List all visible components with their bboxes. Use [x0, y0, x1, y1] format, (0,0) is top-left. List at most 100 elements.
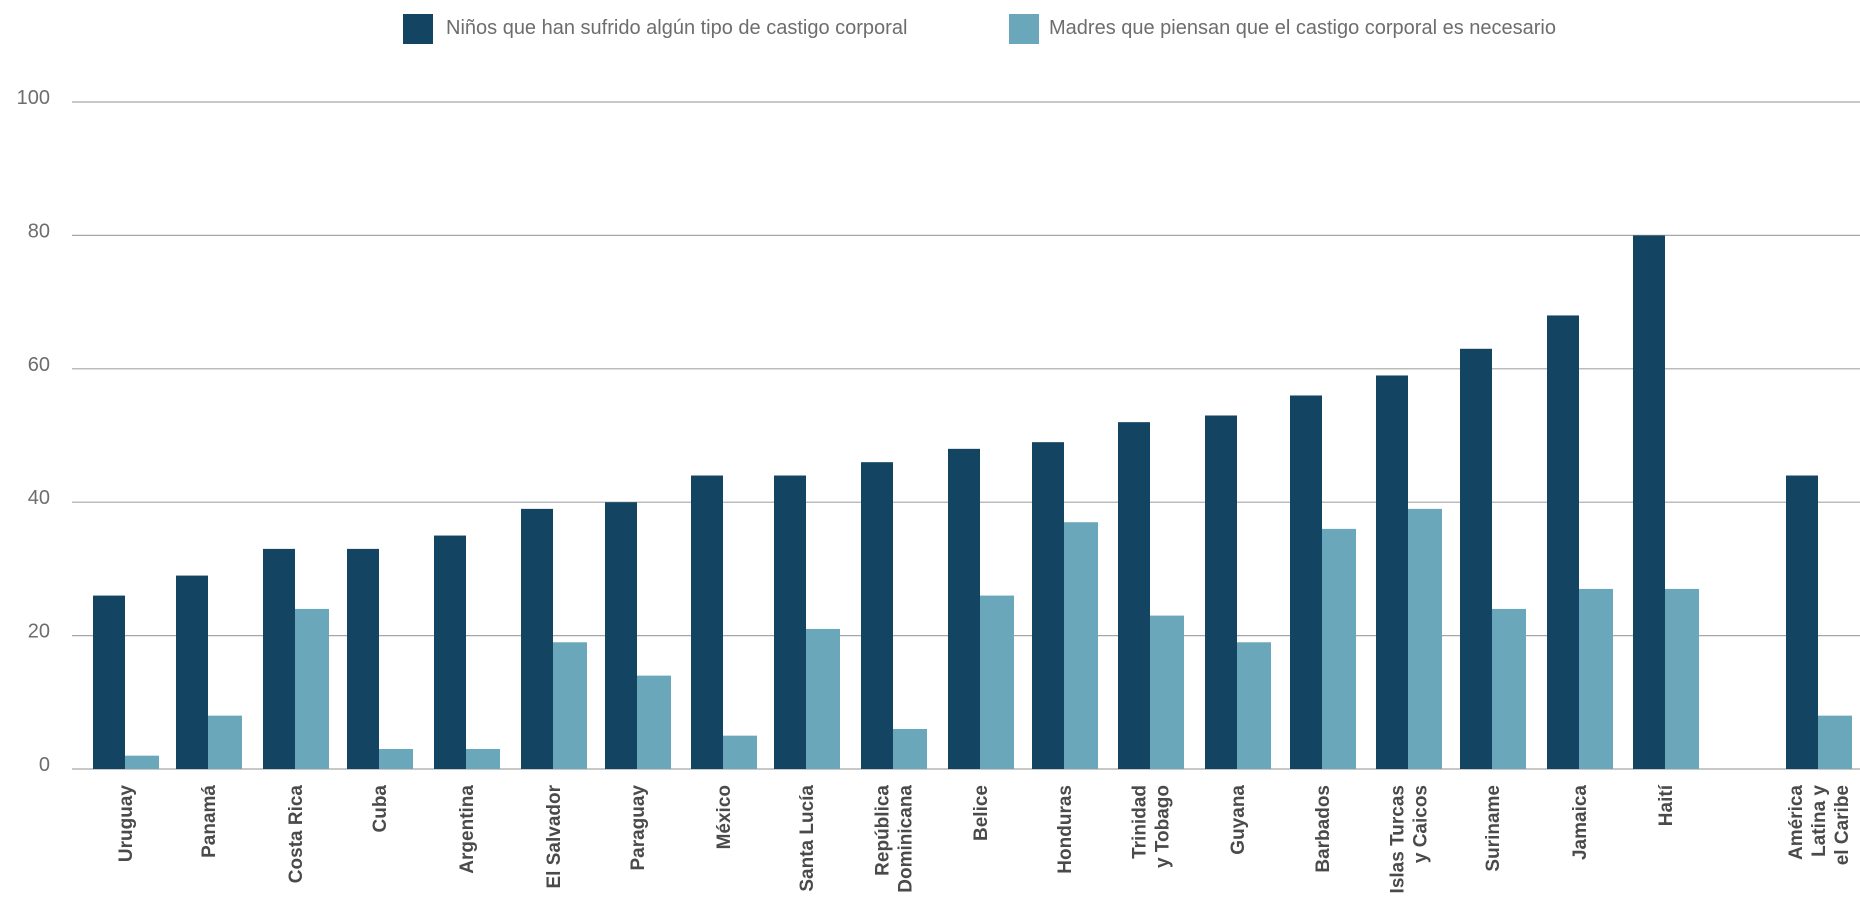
x-tick-label-line: Latina y [1809, 785, 1830, 857]
x-tick-label: Jamaica [1570, 785, 1591, 860]
x-tick-label: Barbados [1313, 785, 1334, 873]
x-axis-ticks: Uruguay Panamá Costa Rica Cuba Argentina El S… [116, 784, 1853, 893]
x-tick-label-line: Trinidad [1130, 785, 1151, 859]
y-tick-label: 20 [28, 621, 50, 643]
x-tick-label-line: Guyana [1228, 785, 1249, 855]
legend-item-ninos: Niños que han sufrido algún tipo de cast… [403, 14, 907, 44]
x-tick-label-line: y Caicos [1411, 785, 1432, 863]
bar-ninos [1032, 442, 1064, 769]
x-tick-label-line: Haití [1656, 784, 1677, 826]
x-tick-label: República Dominicana [873, 785, 917, 893]
bar-ninos [1547, 315, 1579, 769]
bar-ninos [605, 502, 637, 769]
legend-item-madres: Madres que piensan que el castigo corpor… [1009, 14, 1556, 44]
bar-ninos [1460, 348, 1492, 769]
x-tick-label: Uruguay [116, 785, 137, 863]
legend-swatch-madres [1009, 14, 1039, 44]
bar-madres [295, 608, 329, 769]
legend: Niños que han sufrido algún tipo de cast… [403, 14, 1556, 44]
bar-madres [1818, 715, 1852, 769]
x-tick-label-line: Cuba [370, 785, 391, 833]
x-tick-label-line: Barbados [1313, 785, 1334, 873]
x-tick-label: Belice [971, 785, 992, 841]
bars [93, 235, 1852, 769]
x-tick-label-line: el Caribe [1832, 785, 1853, 865]
bar-ninos [521, 508, 553, 769]
bar-ninos [347, 548, 379, 769]
x-tick-label-line: México [714, 785, 735, 849]
x-tick-label-line: Belice [971, 785, 992, 841]
y-axis-ticks: 0 20 40 60 80 100 [17, 87, 50, 776]
x-tick-label: Argentina [457, 785, 478, 874]
bar-madres [1237, 642, 1271, 769]
bar-madres [1492, 608, 1526, 769]
bar-madres [637, 675, 671, 769]
bar-ninos [774, 475, 806, 769]
bar-madres [379, 748, 413, 769]
bar-madres [553, 642, 587, 769]
legend-label-ninos: Niños que han sufrido algún tipo de cast… [446, 17, 907, 39]
x-tick-label-line: Honduras [1055, 785, 1076, 874]
y-tick-label: 0 [39, 754, 50, 776]
bar-ninos [1633, 235, 1665, 769]
x-tick-label: Islas Turcas y Caicos [1388, 785, 1432, 893]
x-tick-label: Suriname [1483, 785, 1504, 872]
x-tick-label-line: Jamaica [1570, 785, 1591, 860]
x-tick-label-line: Argentina [457, 785, 478, 874]
bar-ninos [691, 475, 723, 769]
x-tick-label-line: Paraguay [628, 785, 649, 871]
bar-madres [466, 748, 500, 769]
x-tick-label: Panamá [199, 785, 220, 858]
x-tick-label-line: Panamá [199, 785, 220, 858]
x-tick-label: México [714, 785, 735, 849]
x-tick-label-line: América [1786, 785, 1807, 860]
x-tick-label-line: Costa Rica [286, 785, 307, 884]
bar-ninos [263, 548, 295, 769]
x-tick-label-line: Dominicana [896, 785, 917, 893]
x-tick-label: Paraguay [628, 785, 649, 871]
x-tick-label: Cuba [370, 785, 391, 833]
y-tick-label: 60 [28, 354, 50, 376]
x-tick-label-line: Uruguay [116, 785, 137, 863]
bar-ninos [1786, 475, 1818, 769]
bar-madres [893, 728, 927, 769]
bar-madres [1665, 588, 1699, 769]
legend-swatch-ninos [403, 14, 433, 44]
x-tick-label-line: Islas Turcas [1388, 785, 1409, 893]
x-tick-label: Trinidad y Tobago [1130, 785, 1174, 868]
bar-madres [1408, 508, 1442, 769]
x-tick-label-line: Suriname [1483, 785, 1504, 872]
x-tick-label-line: y Tobago [1153, 785, 1174, 868]
x-tick-label-line: República [873, 785, 894, 876]
x-tick-label: Costa Rica [286, 785, 307, 884]
x-tick-label: América Latina y el Caribe [1786, 785, 1853, 866]
x-tick-label: Haití [1656, 784, 1677, 826]
bar-ninos [861, 462, 893, 769]
x-tick-label: El Salvador [544, 784, 565, 888]
legend-label-madres: Madres que piensan que el castigo corpor… [1049, 17, 1556, 39]
bar-madres [1150, 615, 1184, 769]
bar-ninos [176, 575, 208, 769]
x-tick-label-line: Santa Lucía [797, 785, 818, 892]
bar-ninos [948, 448, 980, 769]
y-tick-label: 100 [17, 87, 50, 109]
bar-madres [125, 755, 159, 769]
x-tick-label: Guyana [1228, 785, 1249, 855]
bar-ninos [1118, 422, 1150, 769]
bar-madres [980, 595, 1014, 769]
bar-ninos [1376, 375, 1408, 769]
bar-madres [1064, 522, 1098, 769]
bar-ninos [434, 535, 466, 769]
bar-ninos [1205, 415, 1237, 769]
bar-ninos [1290, 395, 1322, 769]
y-tick-label: 40 [28, 487, 50, 509]
bar-madres [208, 715, 242, 769]
bar-madres [1579, 588, 1613, 769]
x-tick-label: Honduras [1055, 785, 1076, 874]
x-tick-label: Santa Lucía [797, 785, 818, 892]
y-tick-label: 80 [28, 220, 50, 242]
bar-madres [723, 735, 757, 769]
bar-madres [806, 628, 840, 769]
bar-ninos [93, 595, 125, 769]
